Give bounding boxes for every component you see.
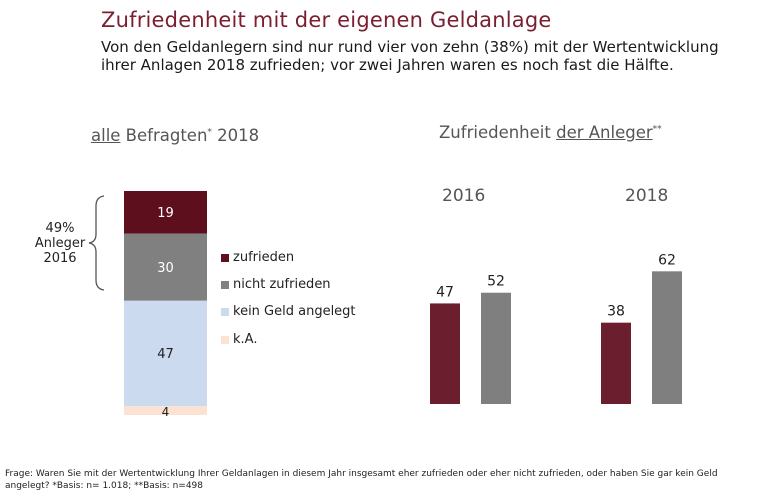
legend-label: zufrieden	[233, 250, 295, 265]
grouped-bar-2018-zufrieden	[601, 322, 631, 404]
grouped-value-label-2018-1: 62	[658, 252, 676, 268]
left-header-year: 2018	[211, 126, 260, 145]
legend-label: nicht zufrieden	[233, 277, 331, 292]
right-chart-header: Zufriedenheit der Anleger**	[439, 123, 662, 142]
grouped-value-label-2016-1: 52	[487, 274, 505, 290]
left-header-underlined: alle	[91, 126, 121, 145]
anleger-bracket	[88, 195, 105, 291]
legend-swatch	[221, 307, 229, 316]
stacked-value-label-zufrieden: 19	[157, 206, 174, 221]
legend-item-kein-geld: kein Geld angelegt	[221, 304, 356, 319]
grouped-bar-2016-zufrieden	[430, 303, 460, 404]
grouped-value-label-2018-0: 38	[607, 304, 625, 320]
stacked-segment-kein-geld	[124, 300, 207, 407]
legend-label: kein Geld angelegt	[233, 304, 356, 319]
left-header-mark: *	[207, 127, 212, 138]
left-header-text: Befragten	[120, 126, 208, 145]
legend-item-zufrieden: zufrieden	[221, 250, 294, 265]
legend-label: k.A.	[233, 332, 258, 347]
group-label-2018: 2018	[625, 186, 669, 206]
group-label-2016: 2016	[442, 186, 486, 206]
legend-swatch	[221, 280, 229, 289]
left-chart-header: alle Befragten* 2018	[91, 126, 259, 145]
legend-item-ka: k.A.	[221, 332, 257, 347]
stacked-value-label-kein-geld: 47	[157, 347, 174, 362]
right-header-underlined: der Anleger	[556, 123, 653, 142]
anleger-bracket-label: 49% Anleger 2016	[34, 221, 86, 266]
page-subtitle: Von den Geldanlegern sind nur rund vier …	[101, 38, 719, 74]
grouped-bar-2018-nicht-zufrieden	[652, 271, 682, 404]
stacked-segment-ka	[124, 406, 207, 415]
right-header-text: Zufriedenheit	[439, 123, 557, 142]
legend-swatch	[221, 335, 229, 344]
footnote: Frage: Waren Sie mit der Wertentwicklung…	[5, 469, 718, 491]
stacked-bar-chart: 19 30 47 4	[124, 191, 207, 419]
stacked-value-label-ka: 4	[162, 405, 170, 419]
grouped-value-label-2016-0: 47	[436, 284, 454, 300]
page-title: Zufriedenheit mit der eigenen Geldanlage	[101, 8, 552, 32]
stacked-segment-zufrieden	[124, 191, 207, 234]
legend-item-nicht-zufrieden: nicht zufrieden	[221, 277, 331, 292]
stacked-segment-nicht-zufrieden	[124, 233, 207, 301]
legend-swatch	[221, 253, 229, 262]
grouped-bar-2016-nicht-zufrieden	[481, 292, 511, 404]
grouped-bar-chart: 47 52 38 62	[430, 252, 682, 404]
right-header-mark: **	[652, 124, 662, 135]
stacked-value-label-nicht-zufrieden: 30	[157, 261, 174, 276]
